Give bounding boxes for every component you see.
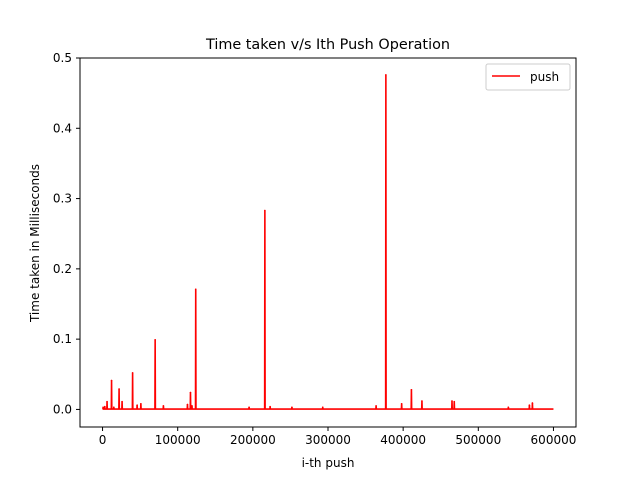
data-point-19	[291, 406, 293, 409]
legend: push	[485, 63, 571, 91]
y-tick-label: 0.5	[53, 51, 72, 65]
y-tick-label: 0.0	[53, 402, 72, 416]
data-point-1	[104, 405, 106, 408]
data-point-2	[106, 400, 108, 403]
data-point-6	[121, 400, 123, 403]
data-point-24	[410, 388, 413, 391]
data-point-28	[507, 406, 510, 409]
plot-area	[102, 74, 554, 410]
x-tick-label: 600000	[531, 433, 577, 447]
data-point-0	[102, 406, 104, 409]
axes: 0 100000 200000 300000 400000 500000 600000 0.0…	[53, 51, 577, 447]
data-point-30	[531, 402, 534, 404]
data-point-16	[248, 406, 250, 409]
data-point-17	[264, 209, 266, 212]
data-point-27	[453, 400, 456, 403]
data-point-18	[269, 405, 271, 408]
legend-label-push: push	[530, 70, 559, 84]
data-point-4	[113, 406, 115, 409]
data-point-23	[400, 403, 403, 405]
x-tick-label: 500000	[455, 433, 501, 447]
x-tick-label: 400000	[380, 433, 426, 447]
x-tick-label: 100000	[155, 433, 201, 447]
chart-title: Time taken v/s Ith Push Operation	[205, 37, 450, 53]
x-tick-label: 300000	[305, 433, 351, 447]
data-point-11	[162, 405, 165, 407]
y-axis-label: Time taken in Milliseconds	[28, 164, 42, 323]
data-point-20	[321, 406, 324, 409]
data-point-26	[451, 400, 453, 402]
data-point-22	[385, 74, 387, 76]
legend-frame	[485, 63, 571, 91]
y-tick-label: 0.1	[53, 332, 72, 346]
y-tick-label: 0.3	[53, 192, 72, 206]
data-point-9	[140, 403, 142, 405]
data-point-14	[191, 405, 193, 407]
data-point-3	[110, 379, 113, 382]
x-tick-label: 0	[99, 433, 107, 447]
y-tick-label: 0.4	[53, 121, 72, 135]
data-point-13	[189, 391, 192, 394]
y-tick-label: 0.2	[53, 262, 72, 276]
data-point-25	[421, 400, 423, 402]
x-axis-label: i-th push	[302, 456, 355, 470]
data-point-7	[131, 372, 134, 374]
x-tick-label: 200000	[230, 433, 276, 447]
data-point-29	[528, 404, 531, 407]
data-point-5	[118, 388, 120, 390]
data-point-8	[136, 404, 138, 407]
data-point-10	[154, 339, 156, 341]
data-point-15	[194, 288, 197, 291]
data-point-21	[375, 405, 377, 407]
data-point-12	[186, 403, 189, 406]
